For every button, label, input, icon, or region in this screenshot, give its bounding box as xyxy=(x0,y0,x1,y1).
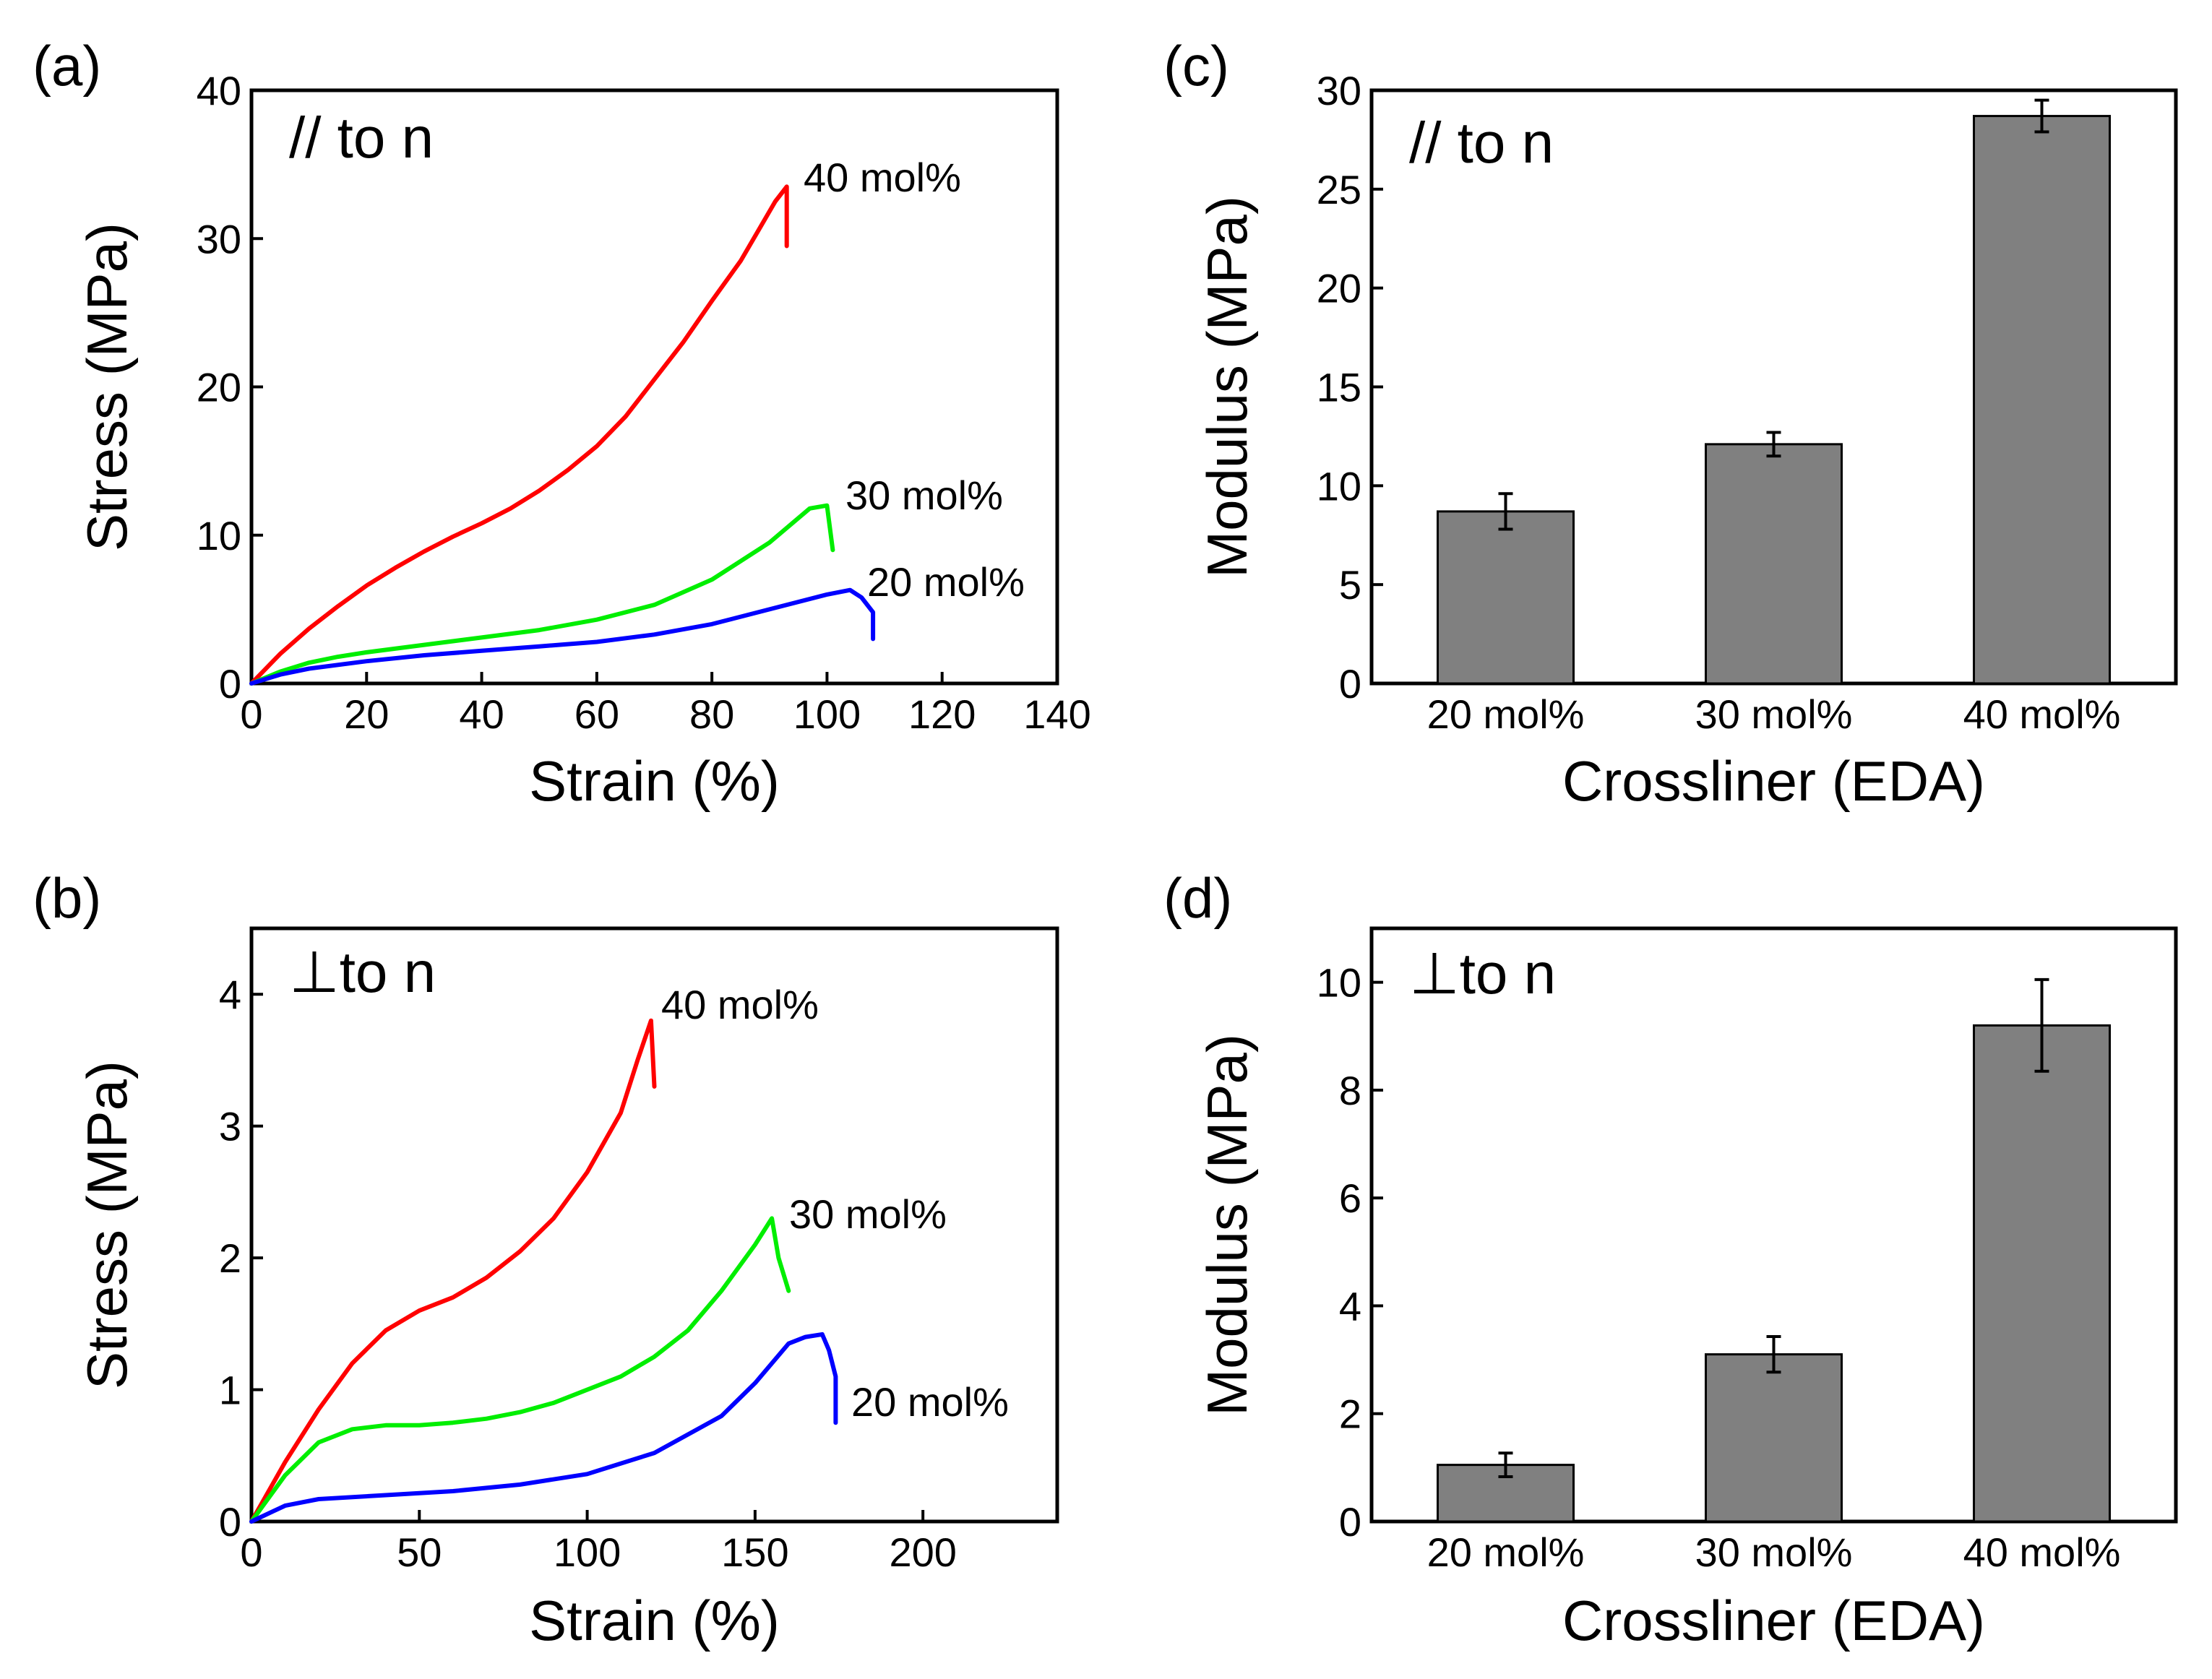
y-axis-title: Modulus (MPa) xyxy=(1195,1034,1259,1416)
panel-d: (d) 0 2 4 6 8 10 Modulus (MPa) Crossliner (EDA) ⊥… xyxy=(1163,866,2178,1652)
x-tick-label: 50 xyxy=(397,1529,442,1575)
orientation-label: // to n xyxy=(289,105,434,170)
x-tick-label: 120 xyxy=(908,691,976,737)
y-tick-label: 2 xyxy=(1339,1391,1361,1437)
x-axis-title: Strain (%) xyxy=(529,749,780,813)
category-label: 30 mol% xyxy=(1695,691,1853,737)
series-line-2 xyxy=(249,1331,838,1524)
y-axis-title: Stress (MPa) xyxy=(75,223,139,551)
y-tick-label: 0 xyxy=(1339,1499,1361,1545)
y-tick-label: 25 xyxy=(1317,167,1361,212)
x-tick-label: 80 xyxy=(689,691,734,737)
y-axis-title: Modulus (MPa) xyxy=(1195,196,1259,578)
category-label: 40 mol% xyxy=(1963,1529,2121,1575)
y-tick-label: 5 xyxy=(1339,562,1361,608)
orientation-label: // to n xyxy=(1409,111,1554,175)
panel-label: (b) xyxy=(33,866,101,930)
y-tick-label: 1 xyxy=(219,1368,241,1413)
y-tick-label: 4 xyxy=(1339,1283,1361,1329)
y-tick-label: 4 xyxy=(219,972,241,1017)
x-tick-label: 100 xyxy=(554,1529,621,1575)
x-tick-label: 40 xyxy=(459,691,504,737)
y-tick-label: 6 xyxy=(1339,1175,1361,1221)
category-label: 30 mol% xyxy=(1695,1529,1853,1575)
x-axis-title: Strain (%) xyxy=(529,1589,780,1652)
series-line-2 xyxy=(249,587,876,686)
y-tick-label: 0 xyxy=(219,1499,241,1545)
bar xyxy=(1973,1024,2111,1523)
series-label: 30 mol% xyxy=(789,1191,947,1237)
y-tick-label: 10 xyxy=(197,513,241,558)
series-label: 40 mol% xyxy=(661,982,819,1027)
x-tick-label: 100 xyxy=(793,691,861,737)
x-tick-label: 0 xyxy=(240,1529,262,1575)
panel-label: (a) xyxy=(33,34,101,98)
panel-label: (c) xyxy=(1163,34,1229,98)
category-label: 40 mol% xyxy=(1963,691,2121,737)
category-label: 20 mol% xyxy=(1427,1529,1585,1575)
panel-b: (b) 0 1 2 3 4 Stress (MPa) Strain (%) ⊥to n 0 50 10… xyxy=(33,866,1059,1652)
x-axis-title: Crossliner (EDA) xyxy=(1562,1589,1985,1652)
bar xyxy=(1973,115,2111,685)
x-tick-label: 0 xyxy=(240,691,262,737)
x-tick-label: 60 xyxy=(574,691,619,737)
series-label: 30 mol% xyxy=(845,472,1003,518)
series-label: 40 mol% xyxy=(804,155,961,200)
y-tick-label: 8 xyxy=(1339,1068,1361,1113)
series-line-1 xyxy=(249,503,835,686)
y-tick-label: 0 xyxy=(1339,661,1361,707)
x-tick-label: 150 xyxy=(721,1529,788,1575)
bar xyxy=(1437,510,1575,685)
orientation-label: ⊥to n xyxy=(1409,941,1556,1006)
y-tick-label: 2 xyxy=(219,1235,241,1281)
bar xyxy=(1705,443,1843,685)
series-line-0 xyxy=(249,184,789,686)
x-tick-label: 200 xyxy=(889,1529,956,1575)
y-tick-label: 3 xyxy=(219,1104,241,1149)
x-tick-label: 140 xyxy=(1023,691,1090,737)
category-label: 20 mol% xyxy=(1427,691,1585,737)
y-tick-label: 40 xyxy=(197,68,241,113)
x-tick-label: 20 xyxy=(344,691,389,737)
y-axis-title: Stress (MPa) xyxy=(75,1061,139,1389)
plot-frame xyxy=(249,926,1059,1524)
panel-c: (c) 0 5 10 15 20 25 30 Modulus (MPa) Crossliner (… xyxy=(1163,34,2178,813)
y-tick-label: 20 xyxy=(197,365,241,410)
orientation-label: ⊥to n xyxy=(289,940,436,1004)
y-tick-label: 15 xyxy=(1317,365,1361,410)
panel-a: (a) 0 10 20 30 40 Stress (MPa) Strain (%) // to … xyxy=(33,34,1091,813)
series-line-0 xyxy=(249,1018,657,1524)
bar xyxy=(1705,1353,1843,1523)
series-label: 20 mol% xyxy=(851,1379,1009,1425)
panel-label: (d) xyxy=(1163,866,1232,930)
y-tick-label: 30 xyxy=(197,216,241,262)
y-tick-label: 20 xyxy=(1317,266,1361,311)
y-tick-label: 10 xyxy=(1317,960,1361,1006)
x-axis-title: Crossliner (EDA) xyxy=(1562,749,1985,813)
y-tick-label: 30 xyxy=(1317,68,1361,113)
series-line-1 xyxy=(249,1216,791,1524)
series-label: 20 mol% xyxy=(867,559,1025,605)
y-tick-label: 0 xyxy=(219,661,241,707)
y-tick-label: 10 xyxy=(1317,463,1361,509)
